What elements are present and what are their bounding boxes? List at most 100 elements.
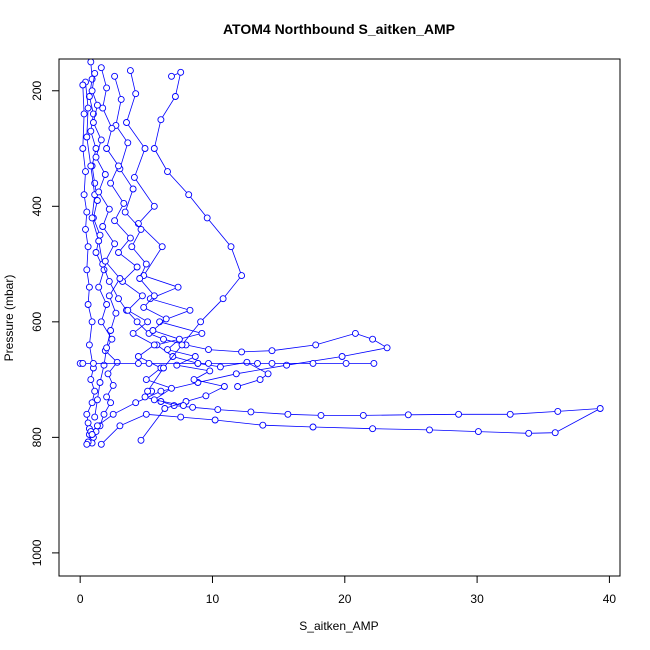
data-point bbox=[178, 341, 186, 349]
data-point bbox=[369, 425, 377, 433]
profile-series bbox=[144, 68, 246, 395]
data-point bbox=[111, 72, 119, 80]
data-point bbox=[554, 407, 562, 415]
data-point bbox=[111, 217, 119, 225]
data-point bbox=[474, 428, 482, 436]
data-point bbox=[121, 208, 129, 216]
data-point bbox=[179, 402, 187, 410]
data-point bbox=[111, 240, 119, 248]
x-tick-label: 40 bbox=[603, 592, 617, 606]
data-point bbox=[254, 359, 261, 367]
data-point bbox=[83, 266, 91, 274]
data-point bbox=[317, 411, 325, 419]
data-point bbox=[107, 399, 115, 407]
data-point bbox=[103, 393, 111, 401]
data-point bbox=[95, 188, 103, 196]
data-point bbox=[203, 214, 211, 222]
data-point bbox=[84, 419, 92, 427]
data-point bbox=[134, 353, 142, 360]
x-tick-label: 30 bbox=[470, 592, 484, 606]
data-point bbox=[168, 72, 175, 80]
data-point bbox=[113, 358, 121, 366]
data-point bbox=[150, 341, 158, 349]
data-point bbox=[142, 376, 150, 384]
data-point bbox=[116, 275, 124, 282]
data-point bbox=[138, 292, 146, 300]
data-point bbox=[126, 67, 134, 75]
data-point bbox=[137, 225, 145, 233]
data-point bbox=[97, 440, 105, 448]
data-point bbox=[97, 136, 105, 144]
data-point bbox=[525, 429, 533, 437]
profile-series bbox=[111, 72, 228, 444]
data-point bbox=[87, 127, 95, 135]
data-point bbox=[105, 205, 113, 213]
data-point bbox=[190, 376, 198, 384]
data-point bbox=[108, 335, 116, 343]
data-point bbox=[171, 93, 179, 100]
data-point bbox=[268, 359, 276, 367]
data-point bbox=[93, 422, 101, 430]
data-point bbox=[93, 101, 101, 109]
data-point bbox=[404, 411, 412, 419]
data-point bbox=[120, 199, 128, 207]
data-point bbox=[211, 416, 219, 424]
data-point bbox=[117, 95, 125, 103]
data-point bbox=[162, 315, 170, 323]
data-point bbox=[130, 173, 138, 181]
profile-series bbox=[82, 78, 391, 438]
data-point bbox=[506, 410, 514, 418]
data-point bbox=[88, 318, 96, 326]
data-point bbox=[168, 384, 175, 392]
data-point bbox=[88, 399, 96, 407]
x-tick-label: 10 bbox=[206, 592, 220, 606]
data-point bbox=[227, 243, 235, 251]
data-point bbox=[140, 303, 148, 311]
data-point bbox=[160, 335, 167, 343]
y-tick-label: 600 bbox=[30, 312, 44, 332]
data-point bbox=[88, 87, 96, 95]
data-point bbox=[85, 93, 93, 100]
profile-series bbox=[79, 81, 99, 448]
data-point bbox=[150, 292, 158, 300]
data-point bbox=[191, 353, 199, 360]
data-point bbox=[268, 347, 276, 355]
data-point bbox=[205, 346, 212, 354]
data-point bbox=[185, 191, 193, 199]
profile-series bbox=[76, 359, 378, 367]
profile-series bbox=[97, 64, 187, 410]
data-point bbox=[96, 379, 104, 386]
y-tick-label: 1000 bbox=[30, 539, 44, 566]
data-point bbox=[232, 370, 240, 378]
data-point bbox=[137, 436, 145, 444]
data-point bbox=[133, 318, 141, 326]
data-point bbox=[205, 359, 212, 367]
data-point bbox=[87, 162, 95, 170]
x-axis-label: S_aitken_AMP bbox=[299, 619, 378, 633]
data-point bbox=[91, 387, 99, 395]
data-point bbox=[128, 243, 136, 251]
data-point bbox=[84, 243, 92, 251]
data-point bbox=[101, 257, 109, 265]
data-point bbox=[129, 185, 137, 193]
data-point bbox=[243, 358, 251, 366]
data-point bbox=[79, 145, 87, 152]
data-point bbox=[142, 410, 150, 418]
data-point bbox=[79, 81, 87, 89]
data-point bbox=[91, 69, 99, 77]
data-point bbox=[80, 110, 88, 118]
data-point bbox=[92, 249, 100, 256]
data-point bbox=[158, 243, 166, 251]
x-tick-label: 20 bbox=[338, 592, 352, 606]
data-point bbox=[109, 410, 117, 418]
data-point bbox=[109, 381, 117, 389]
data-point bbox=[83, 133, 91, 141]
data-point bbox=[107, 179, 115, 187]
data-point bbox=[99, 223, 107, 230]
data-point bbox=[383, 344, 391, 352]
data-point bbox=[149, 327, 157, 334]
data-point bbox=[206, 367, 214, 375]
y-tick-label: 200 bbox=[30, 80, 44, 100]
data-point bbox=[596, 405, 604, 412]
